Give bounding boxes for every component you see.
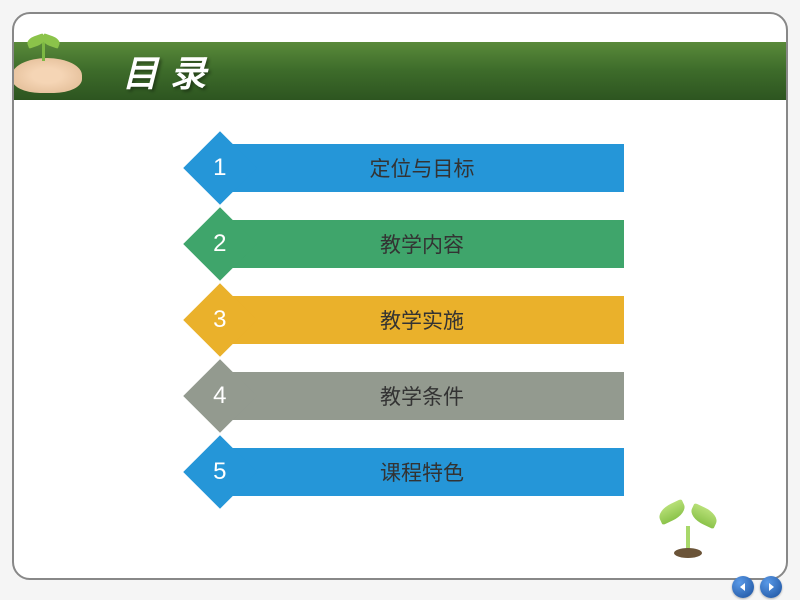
toc-number: 1 (213, 154, 226, 182)
toc-bar: 教学实施 (220, 296, 624, 344)
arrow-right-icon (766, 582, 776, 592)
toc-bar: 教学内容 (220, 220, 624, 268)
prev-button[interactable] (732, 576, 754, 598)
toc-item-4[interactable]: 4 教学条件 (194, 372, 624, 420)
toc-label: 教学内容 (380, 229, 464, 259)
toc-bar: 定位与目标 (220, 144, 624, 192)
toc-number-wrap: 2 (183, 207, 257, 281)
toc-number-wrap: 5 (183, 435, 257, 509)
toc-number: 2 (213, 230, 226, 258)
slide-frame: 目录 1 定位与目标 2 教学内容 3 (12, 12, 788, 580)
sprout-hands-icon (12, 31, 102, 101)
toc-item-5[interactable]: 5 课程特色 (194, 448, 624, 496)
toc-number-wrap: 1 (183, 131, 257, 205)
toc-item-3[interactable]: 3 教学实施 (194, 296, 624, 344)
toc-label: 课程特色 (380, 457, 464, 487)
toc-number-wrap: 4 (183, 359, 257, 433)
page-title: 目录 (122, 45, 218, 97)
toc-number: 4 (213, 382, 226, 410)
toc-label: 教学条件 (380, 381, 464, 411)
toc-label: 定位与目标 (370, 153, 475, 183)
toc-label: 教学实施 (380, 305, 464, 335)
header-bar: 目录 (14, 42, 786, 100)
toc-list: 1 定位与目标 2 教学内容 3 教学实施 (194, 144, 624, 524)
toc-bar: 教学条件 (220, 372, 624, 420)
toc-number: 5 (213, 458, 226, 486)
next-button[interactable] (760, 576, 782, 598)
toc-number: 3 (213, 306, 226, 334)
toc-item-2[interactable]: 2 教学内容 (194, 220, 624, 268)
nav-buttons (732, 576, 782, 598)
arrow-left-icon (738, 582, 748, 592)
toc-number-wrap: 3 (183, 283, 257, 357)
corner-sprout-icon (656, 496, 726, 556)
toc-item-1[interactable]: 1 定位与目标 (194, 144, 624, 192)
toc-bar: 课程特色 (220, 448, 624, 496)
